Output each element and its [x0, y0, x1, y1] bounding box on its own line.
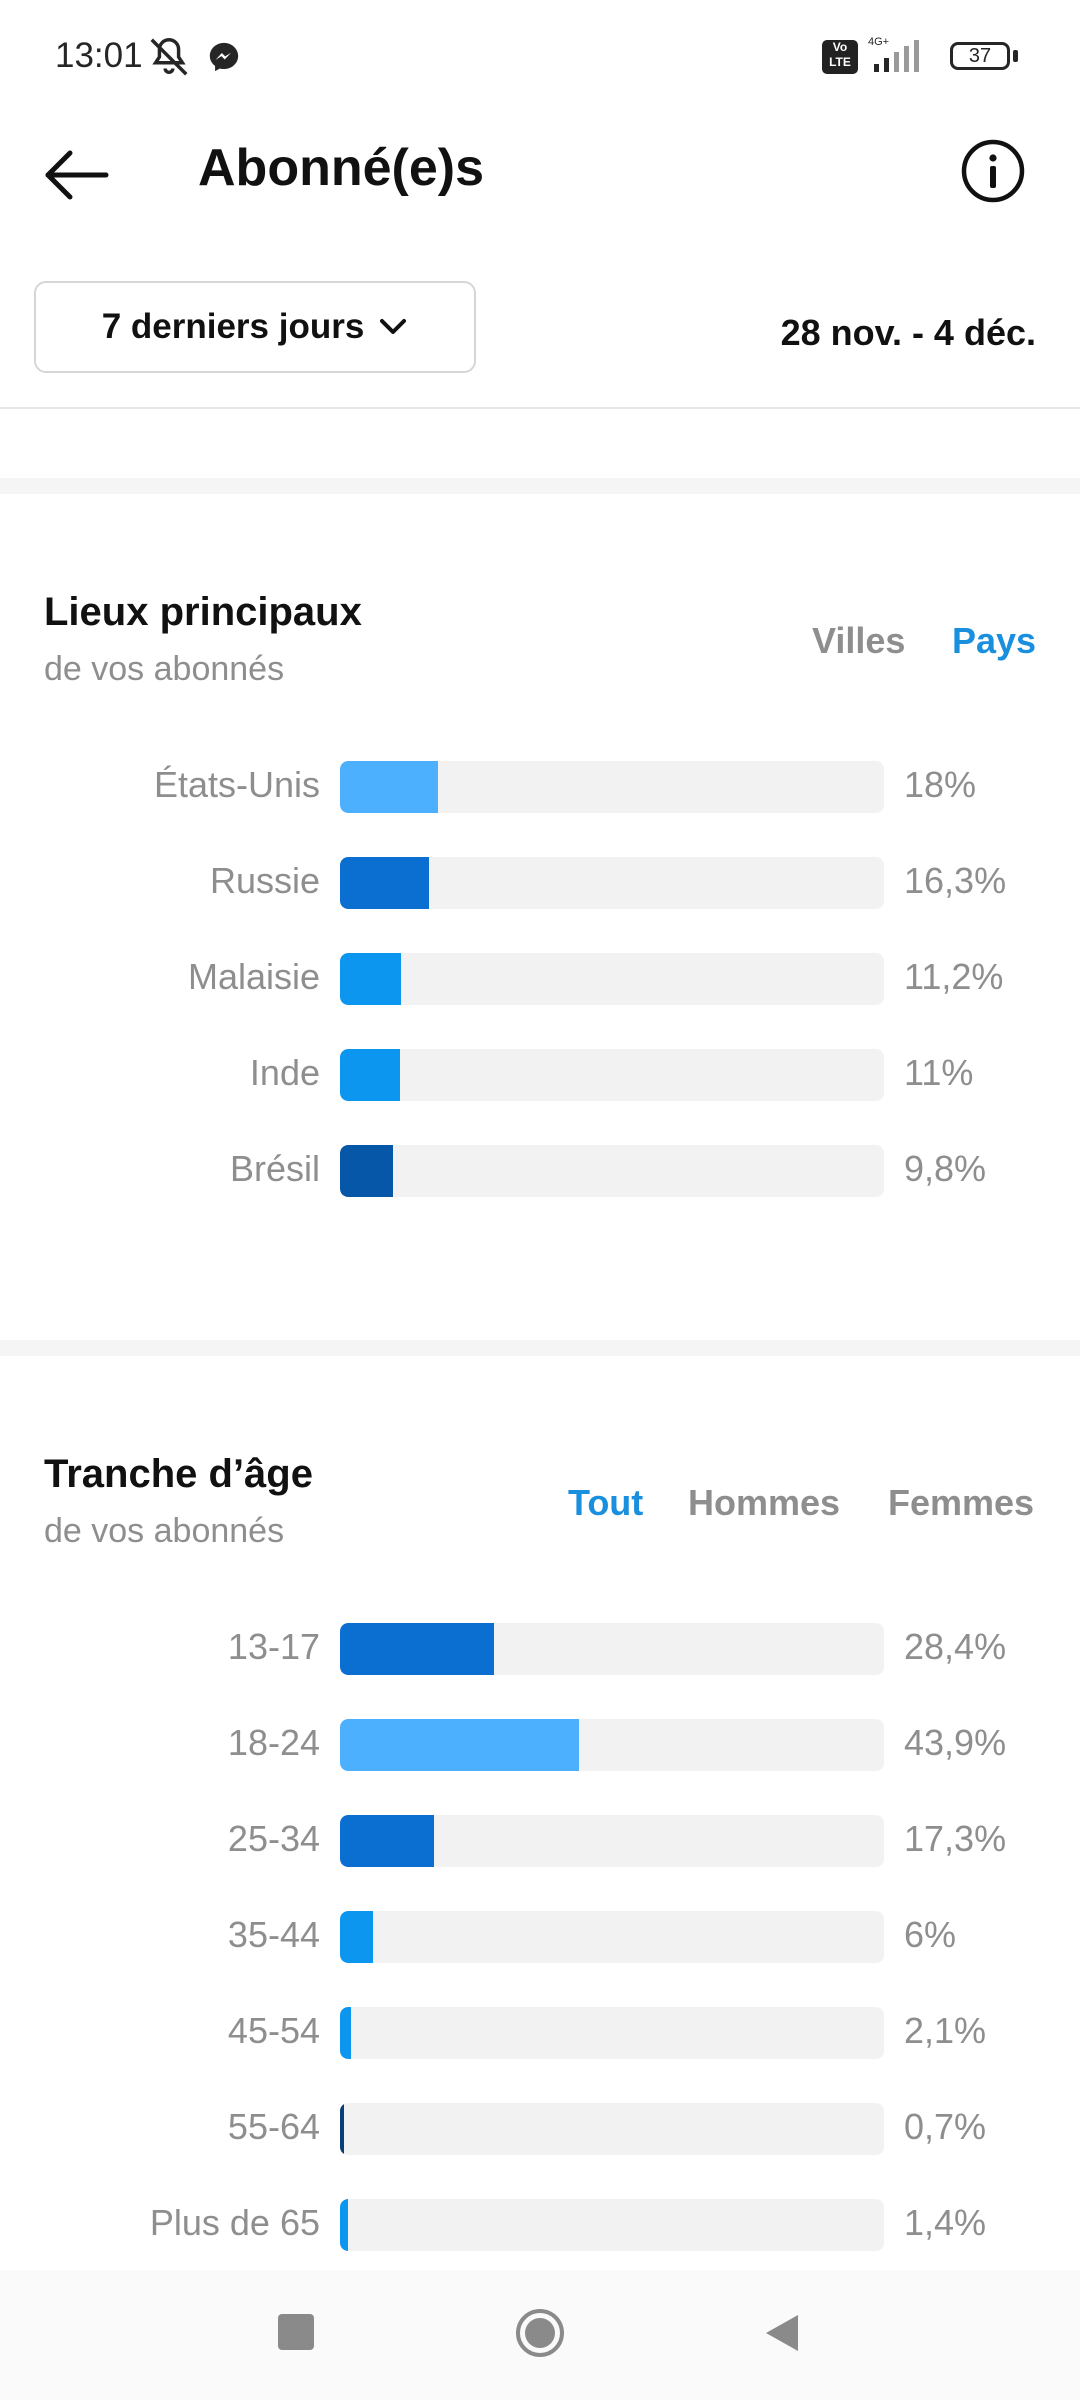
divider: [0, 407, 1080, 409]
age-range-bar-fill: [340, 1911, 373, 1963]
locations-subtitle: de vos abonnés: [44, 650, 285, 688]
age-range-label: 18-24: [227, 1722, 320, 1763]
age-range-row: 18-24 43,9%: [0, 1716, 1080, 1772]
age-range-row: 55-64 0,7%: [0, 2100, 1080, 2156]
age-range-value: 1,4%: [904, 2202, 987, 2243]
date-range-text: 28 nov. - 4 déc.: [780, 312, 1036, 353]
tab-all[interactable]: Tout: [568, 1482, 644, 1523]
location-value: 11%: [904, 1052, 974, 1093]
age-range-bar-track: [340, 2103, 884, 2155]
location-bar-fill: [340, 857, 429, 909]
age-range-value: 28,4%: [904, 1626, 1007, 1667]
location-row: Russie 16,3%: [0, 854, 1080, 910]
age-range-bar-fill: [340, 2199, 348, 2251]
location-value: 18%: [904, 764, 977, 805]
chevron-down-icon: [380, 319, 407, 334]
location-bar-fill: [340, 1049, 400, 1101]
age-range-value: 17,3%: [904, 1818, 1007, 1859]
age-range-row: 13-17 28,4%: [0, 1620, 1080, 1676]
locations-title: Lieux principaux: [44, 590, 362, 634]
age-range-label: 25-34: [227, 1818, 320, 1859]
tab-cities[interactable]: Villes: [812, 620, 906, 661]
volte-icon: Vo LTE: [822, 40, 858, 74]
location-value: 16,3%: [904, 860, 1007, 901]
location-value: 9,8%: [904, 1148, 987, 1189]
age-range-bar-fill: [340, 1623, 495, 1675]
age-range-bar-fill: [340, 1719, 579, 1771]
mute-icon: [150, 38, 188, 76]
location-row: États-Unis 18%: [0, 758, 1080, 814]
recent-apps-icon[interactable]: [278, 2314, 314, 2350]
location-label: Inde: [249, 1052, 320, 1093]
age-range-row: 35-44 6%: [0, 1908, 1080, 1964]
location-value: 11,2%: [904, 956, 1004, 997]
battery-tip: [1013, 50, 1018, 62]
back-button[interactable]: [40, 140, 120, 210]
location-label: Brésil: [229, 1148, 320, 1189]
age-range-bar-fill: [340, 2103, 345, 2155]
date-range-dropdown[interactable]: 7 derniers jours: [34, 281, 476, 373]
back-triangle-icon[interactable]: [762, 2312, 802, 2354]
age-range-bar-track: [340, 2199, 884, 2251]
location-bar-fill: [340, 761, 438, 813]
svg-text:4G+: 4G+: [868, 36, 889, 48]
age-range-bar-fill: [340, 2007, 352, 2059]
age-range-bar-track: [340, 1623, 884, 1675]
status-bar: 13:01 Vo LTE 4G+ 37: [0, 0, 1080, 110]
location-row: Inde 11%: [0, 1046, 1080, 1102]
age-range-bar-fill: [340, 1815, 435, 1867]
age-range-value: 0,7%: [904, 2106, 987, 2147]
location-bar-fill: [340, 953, 401, 1005]
age-range-bar-track: [340, 2007, 884, 2059]
age-subtitle: de vos abonnés: [44, 1512, 285, 1550]
location-bar-track: [340, 1145, 884, 1197]
location-bar-track: [340, 761, 884, 813]
section-divider: [0, 1340, 1080, 1356]
location-label: Malaisie: [187, 956, 320, 997]
battery-icon: 37: [950, 42, 1010, 70]
arrow-left-icon: [45, 150, 109, 200]
location-bar-track: [340, 857, 884, 909]
age-range-bar-track: [340, 1815, 884, 1867]
age-range-row: Plus de 65 1,4%: [0, 2196, 1080, 2252]
age-range-label: 13-17: [227, 1626, 320, 1667]
page-title: Abonné(e)s: [198, 139, 484, 197]
location-label: Russie: [209, 860, 320, 901]
age-range-label: 55-64: [227, 2106, 320, 2147]
age-range-bar-track: [340, 1719, 884, 1771]
age-range-row: 25-34 17,3%: [0, 1812, 1080, 1868]
location-bar-fill: [340, 1145, 394, 1197]
info-button[interactable]: [960, 138, 1026, 204]
age-range-row: 45-54 2,1%: [0, 2004, 1080, 2060]
section-divider: [0, 478, 1080, 494]
home-icon[interactable]: [514, 2307, 566, 2359]
location-bar-track: [340, 1049, 884, 1101]
signal-icon: 4G+: [868, 36, 919, 72]
age-range-label: 45-54: [227, 2010, 320, 2051]
age-range-bar-track: [340, 1911, 884, 1963]
age-range-label: 35-44: [227, 1914, 320, 1955]
tab-men[interactable]: Hommes: [688, 1482, 841, 1523]
age-title: Tranche d’âge: [44, 1452, 313, 1496]
info-icon: [961, 139, 1025, 203]
location-row: Malaisie 11,2%: [0, 950, 1080, 1006]
messenger-icon: [209, 42, 239, 72]
age-range-value: 2,1%: [904, 2010, 987, 2051]
location-bar-track: [340, 953, 884, 1005]
tab-women[interactable]: Femmes: [888, 1482, 1035, 1523]
age-range-value: 43,9%: [904, 1722, 1007, 1763]
date-range-dropdown-label: 7 derniers jours: [101, 307, 365, 346]
age-range-value: 6%: [904, 1914, 957, 1955]
location-row: Brésil 9,8%: [0, 1142, 1080, 1198]
status-time: 13:01: [55, 36, 143, 75]
location-label: États-Unis: [153, 764, 320, 805]
tab-countries[interactable]: Pays: [952, 620, 1037, 661]
age-range-label: Plus de 65: [149, 2202, 320, 2243]
